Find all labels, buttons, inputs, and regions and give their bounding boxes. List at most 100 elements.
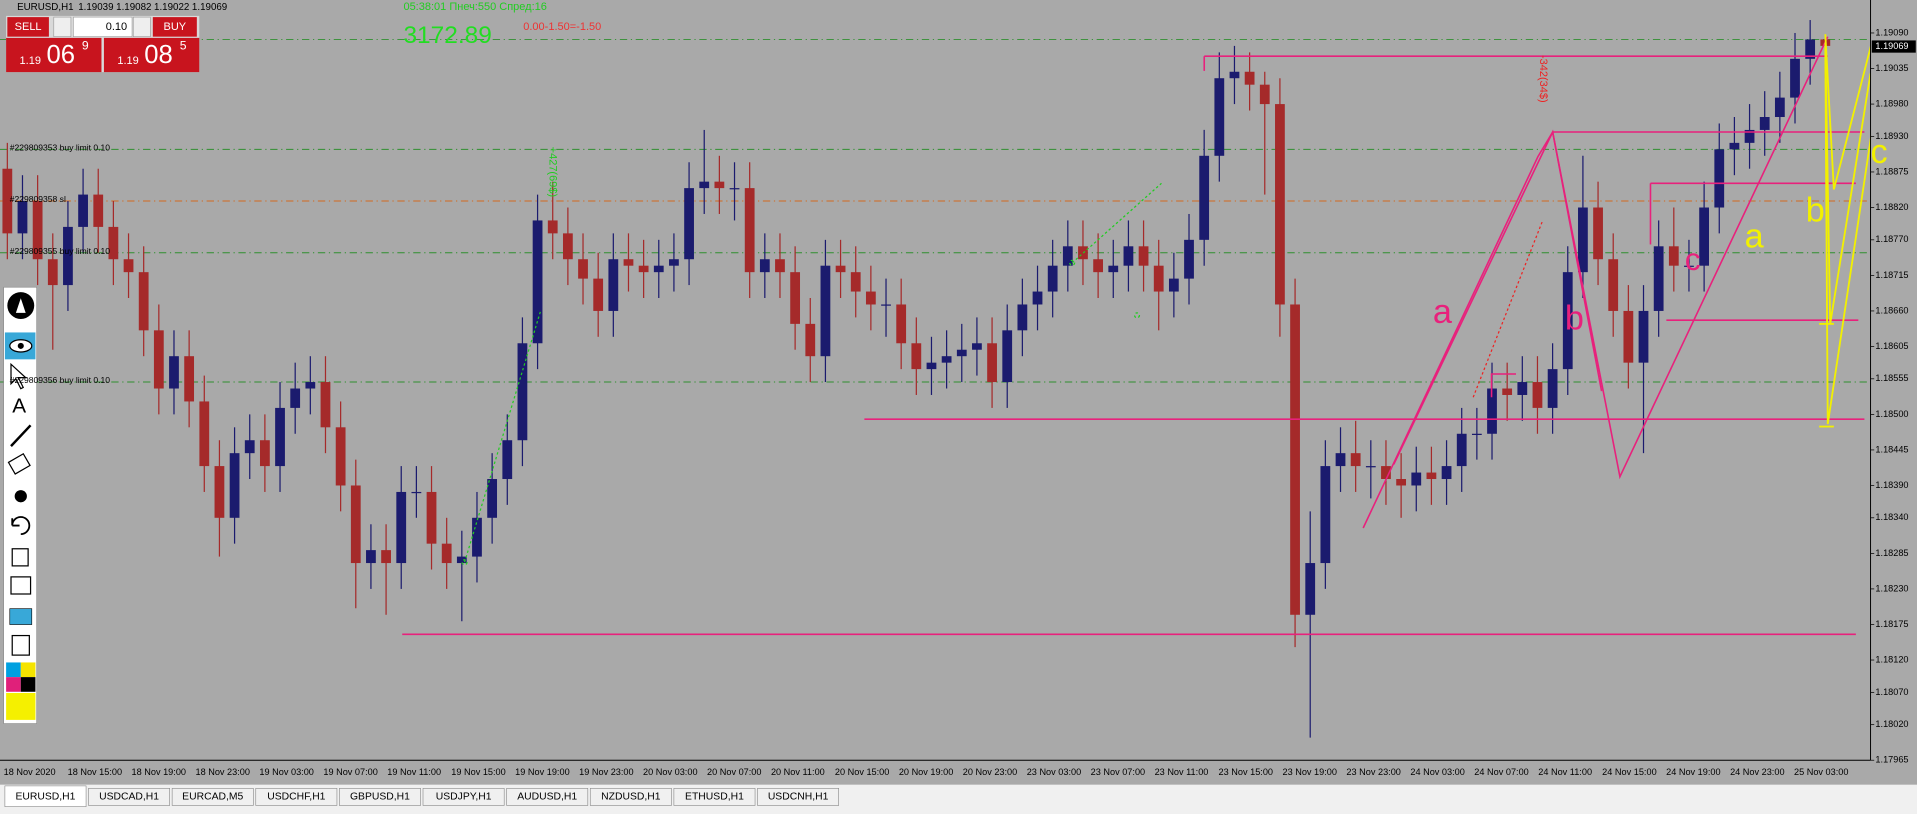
- candle-body: [1578, 207, 1588, 273]
- y-tick-label: 1.18070: [1875, 687, 1908, 697]
- tab-label: ETHUSD,H1: [685, 792, 744, 803]
- y-tick-label: 1.19090: [1875, 27, 1908, 37]
- order-label: #229809355 buy limit 0.10: [10, 246, 111, 256]
- tool-template[interactable]: [10, 576, 32, 595]
- tool-list[interactable]: [11, 634, 30, 656]
- y-tick-label: 1.18660: [1875, 305, 1908, 315]
- candle-body: [623, 259, 634, 266]
- x-tick-label: 19 Nov 11:00: [387, 767, 441, 777]
- candle-body: [275, 407, 285, 467]
- candle-body: [593, 278, 604, 311]
- y-tick-label: 1.18980: [1875, 99, 1908, 109]
- candle-body: [93, 194, 104, 227]
- x-tick-label: 23 Nov 07:00: [1091, 767, 1145, 777]
- candle-body: [517, 343, 528, 441]
- candle-body: [1214, 78, 1225, 156]
- tab-label: USDCAD,H1: [99, 792, 159, 803]
- tool-screenshot[interactable]: [9, 608, 33, 625]
- candle-body: [987, 343, 997, 383]
- ohlc-value: 1.19069: [192, 2, 227, 13]
- lot-input[interactable]: [73, 16, 133, 37]
- tab[interactable]: [339, 788, 421, 806]
- tool-line[interactable]: [10, 424, 32, 447]
- current-price-box: [1871, 40, 1916, 53]
- candle-body: [1184, 239, 1194, 279]
- candle-body: [1017, 304, 1028, 331]
- candle-body: [941, 356, 952, 363]
- x-tick-label: 19 Nov 15:00: [451, 767, 505, 777]
- wave-label: a: [1433, 293, 1453, 331]
- ohlc-value: 1.19022: [154, 2, 189, 13]
- candle-body: [1093, 259, 1104, 273]
- candle-body: [381, 550, 391, 564]
- candle-body: [805, 323, 816, 357]
- x-tick-label: 23 Nov 15:00: [1219, 767, 1273, 777]
- x-tick-label: 24 Nov 19:00: [1666, 767, 1720, 777]
- tab[interactable]: [506, 788, 589, 806]
- tool-dot[interactable]: [14, 490, 27, 503]
- candle-body: [1790, 58, 1800, 98]
- tab[interactable]: [255, 788, 338, 806]
- color-yellow[interactable]: [20, 662, 36, 678]
- tool-cursor[interactable]: [10, 362, 28, 390]
- tab[interactable]: [4, 785, 87, 807]
- y-tick-label: 1.18930: [1875, 131, 1908, 141]
- candle-body: [1365, 466, 1376, 468]
- candle-body: [17, 201, 28, 234]
- candle-body: [911, 343, 922, 370]
- bid-box[interactable]: [6, 37, 102, 73]
- candle-body: [47, 259, 58, 286]
- wave-line: [1824, 0, 1884, 190]
- candle-body: [1168, 278, 1179, 292]
- tool-text[interactable]: A: [12, 394, 26, 417]
- lot-up[interactable]: [132, 16, 151, 37]
- trend-line: [1490, 373, 1516, 398]
- y-tick-label: 1.18875: [1875, 166, 1908, 176]
- ask-box[interactable]: [103, 37, 200, 73]
- tool-undo[interactable]: [11, 516, 31, 536]
- tab[interactable]: [757, 788, 839, 806]
- candle-body: [775, 259, 785, 273]
- x-tick-label: 20 Nov 11:00: [771, 767, 825, 777]
- candle-body: [1426, 472, 1437, 480]
- candle-body: [1138, 246, 1149, 266]
- buy-button[interactable]: [152, 17, 197, 37]
- tab[interactable]: [589, 788, 672, 806]
- color-magenta[interactable]: [6, 677, 21, 692]
- candle-body: [153, 330, 164, 389]
- tab[interactable]: [88, 788, 170, 806]
- candle-body: [896, 304, 907, 344]
- color-black[interactable]: [20, 677, 36, 692]
- tab[interactable]: [673, 788, 756, 806]
- yellow-drawings: [1819, 0, 1890, 428]
- tool-eraser[interactable]: [7, 452, 31, 475]
- tool-delete[interactable]: [11, 548, 29, 567]
- y-tick-label: 1.18445: [1875, 444, 1908, 454]
- candle-body: [865, 291, 876, 305]
- candle-body: [1411, 472, 1422, 486]
- x-tick-label: 24 Nov 23:00: [1730, 767, 1784, 777]
- candle-body: [1471, 433, 1482, 435]
- current-color[interactable]: [6, 693, 36, 720]
- candle-body: [1032, 291, 1043, 305]
- candle-body: [123, 259, 134, 273]
- lot-down[interactable]: [53, 16, 72, 37]
- candle-body: [653, 265, 664, 273]
- candle-body: [1108, 265, 1119, 273]
- candle-body: [244, 440, 255, 454]
- order-label: #229809356 buy limit 0.10: [10, 375, 111, 385]
- levels-layer: [0, 38, 1871, 383]
- candle-body: [411, 491, 422, 494]
- tab[interactable]: [422, 788, 505, 806]
- candle-body: [1502, 388, 1513, 395]
- tab-label: AUDUSD,H1: [517, 792, 577, 803]
- sell-button[interactable]: [7, 17, 49, 37]
- ask-pip: 5: [180, 39, 187, 53]
- tab[interactable]: [171, 788, 254, 806]
- candle-body: [1441, 466, 1452, 480]
- wave-label: b: [1806, 192, 1825, 230]
- color-cyan[interactable]: [6, 662, 21, 678]
- x-tick-label: 23 Nov 23:00: [1346, 767, 1400, 777]
